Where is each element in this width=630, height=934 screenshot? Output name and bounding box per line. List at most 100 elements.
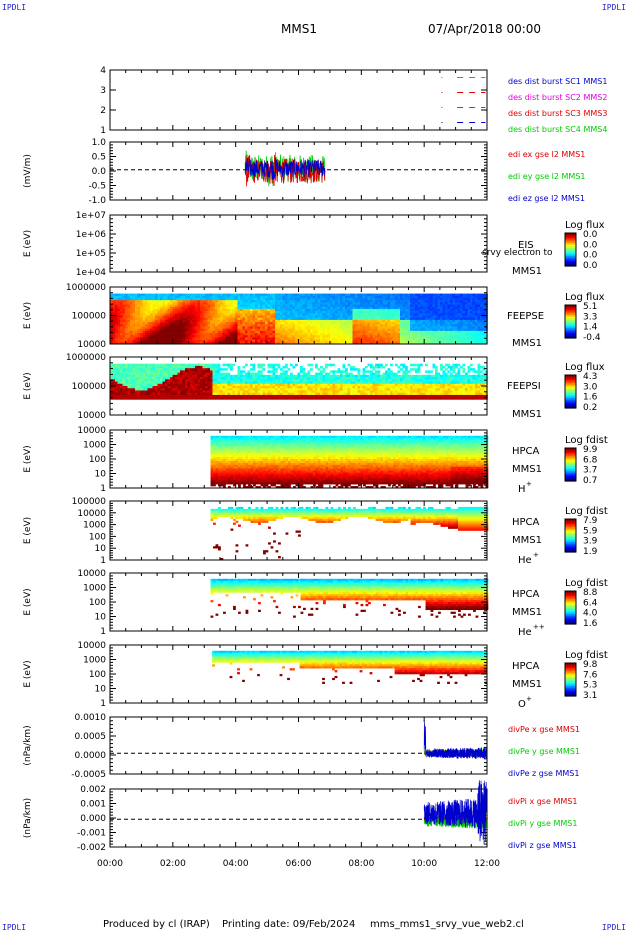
y-tick-label: 10000 bbox=[77, 641, 106, 651]
colorbar-swatch bbox=[565, 247, 576, 251]
colorbar-swatch bbox=[565, 471, 576, 474]
colorbar-swatch bbox=[565, 318, 576, 321]
colorbar-swatch bbox=[565, 545, 576, 548]
colorbar-swatch bbox=[565, 682, 576, 686]
y-axis-label: E (eV) bbox=[23, 230, 33, 257]
colorbar-swatch bbox=[565, 595, 576, 599]
x-tick-label: 08:00 bbox=[348, 859, 374, 869]
colorbar-swatch bbox=[565, 396, 576, 399]
y-tick-label: 1.0 bbox=[92, 138, 107, 148]
species-label: He bbox=[518, 627, 532, 638]
instrument-label: FEEPSI bbox=[507, 381, 541, 392]
colorbar-swatch bbox=[565, 449, 576, 452]
edi-trace bbox=[244, 157, 326, 180]
colorbar-swatch bbox=[565, 686, 576, 689]
colorbar-label: 0.0 bbox=[583, 261, 598, 271]
colorbar-swatch bbox=[565, 308, 576, 311]
colorbar-swatch bbox=[565, 666, 576, 669]
y-tick-label: 0.002 bbox=[80, 785, 106, 795]
y-tick-label: 100 bbox=[89, 455, 106, 465]
colorbar-label: 1.6 bbox=[583, 619, 598, 629]
colorbar-swatch bbox=[565, 391, 576, 394]
corner-label-bottom-right: IPDLI bbox=[601, 923, 626, 932]
x-tick-label: 06:00 bbox=[286, 859, 312, 869]
y-tick-label: 1000 bbox=[83, 584, 106, 594]
colorbar-swatch bbox=[565, 532, 576, 535]
y-tick-label: 1000 bbox=[83, 441, 106, 451]
colorbar-swatch bbox=[565, 525, 576, 528]
colorbar-swatch bbox=[565, 677, 576, 681]
colorbar-swatch bbox=[565, 542, 576, 545]
colorbar-swatch bbox=[565, 459, 576, 462]
colorbar-label: 0.0 bbox=[583, 230, 598, 240]
colorbar-swatch bbox=[565, 676, 576, 679]
legend-entry: divPi y gse MMS1 bbox=[508, 819, 577, 828]
legend-entry: des dist burst SC1 MMS1 bbox=[508, 77, 607, 86]
colorbar-swatch bbox=[565, 547, 576, 550]
colorbar-label: 5.3 bbox=[583, 681, 597, 691]
colorbar-swatch bbox=[565, 594, 576, 597]
colorbar-swatch bbox=[565, 306, 576, 309]
y-tick-label: -0.001 bbox=[77, 829, 106, 839]
colorbar-swatch bbox=[565, 664, 576, 667]
colorbar-title: Log flux bbox=[565, 292, 605, 303]
colorbar-swatch bbox=[565, 466, 576, 469]
colorbar-swatch bbox=[565, 530, 576, 533]
colorbar-swatch bbox=[565, 257, 576, 260]
colorbar-swatch bbox=[565, 261, 576, 264]
colorbar-swatch bbox=[565, 264, 576, 267]
y-tick-label: 100 bbox=[89, 532, 106, 542]
colorbar-swatch bbox=[565, 600, 576, 604]
species-label: H bbox=[518, 484, 526, 495]
colorbar-swatch bbox=[565, 523, 576, 527]
y-tick-label: 10 bbox=[95, 470, 107, 480]
colorbar-swatch bbox=[565, 694, 576, 697]
y-tick-label: 10 bbox=[95, 544, 107, 554]
colorbar-swatch bbox=[565, 316, 576, 319]
colorbar-swatch bbox=[565, 393, 576, 396]
y-tick-label: 0.0 bbox=[92, 167, 107, 177]
colorbar-swatch bbox=[565, 671, 576, 674]
y-tick-label: 1 bbox=[100, 699, 106, 709]
colorbar-title: Log fdist bbox=[565, 435, 608, 446]
colorbar-swatch bbox=[565, 314, 576, 318]
colorbar-swatch bbox=[565, 321, 576, 324]
legend-entry: divPi z gse MMS1 bbox=[508, 841, 577, 850]
colorbar-label: 1.9 bbox=[583, 547, 598, 557]
datetime-title: 07/Apr/2018 00:00 bbox=[428, 22, 542, 36]
y-axis-label: E (eV) bbox=[23, 302, 33, 329]
colorbar-swatch bbox=[565, 259, 576, 262]
colorbar-swatch bbox=[565, 691, 576, 694]
colorbar-label: -0.4 bbox=[583, 333, 601, 343]
colorbar-swatch bbox=[565, 602, 576, 605]
colorbar-swatch bbox=[565, 403, 576, 406]
colorbar-swatch bbox=[565, 237, 576, 241]
colorbar-swatch bbox=[565, 669, 576, 672]
x-tick-label: 12:00 bbox=[474, 859, 500, 869]
colorbar-label: 7.9 bbox=[583, 516, 598, 526]
colorbar-swatch bbox=[565, 520, 576, 523]
colorbar-swatch bbox=[565, 674, 576, 677]
colorbar-swatch bbox=[565, 309, 576, 313]
instrument-label: HPCA bbox=[512, 661, 540, 672]
colorbar-swatch bbox=[565, 604, 576, 607]
y-axis-label: (nPa/km) bbox=[23, 798, 33, 838]
colorbar-swatch bbox=[565, 592, 576, 595]
instrument-label: HPCA bbox=[512, 589, 540, 600]
colorbar-swatch bbox=[565, 242, 576, 246]
footer-filename: mms_mms1_srvy_vue_web2.cl bbox=[370, 919, 524, 930]
colorbar-swatch bbox=[565, 609, 576, 612]
legend-entry: divPe x gse MMS1 bbox=[508, 725, 580, 734]
instrument-label: HPCA bbox=[512, 446, 540, 457]
instrument-label: HPCA bbox=[512, 517, 540, 528]
colorbar-swatch bbox=[565, 381, 576, 384]
panel-hpca_o bbox=[109, 644, 577, 704]
colorbar-label: 0.2 bbox=[583, 403, 597, 413]
y-tick-label: 1000000 bbox=[66, 353, 106, 363]
colorbar-swatch bbox=[565, 607, 576, 610]
colorbar-swatch bbox=[565, 684, 576, 687]
y-tick-label: 1000000 bbox=[66, 283, 106, 293]
y-tick-label: 1e+04 bbox=[76, 268, 107, 278]
y-tick-label: 100 bbox=[89, 598, 106, 608]
colorbar-swatch bbox=[565, 597, 576, 600]
